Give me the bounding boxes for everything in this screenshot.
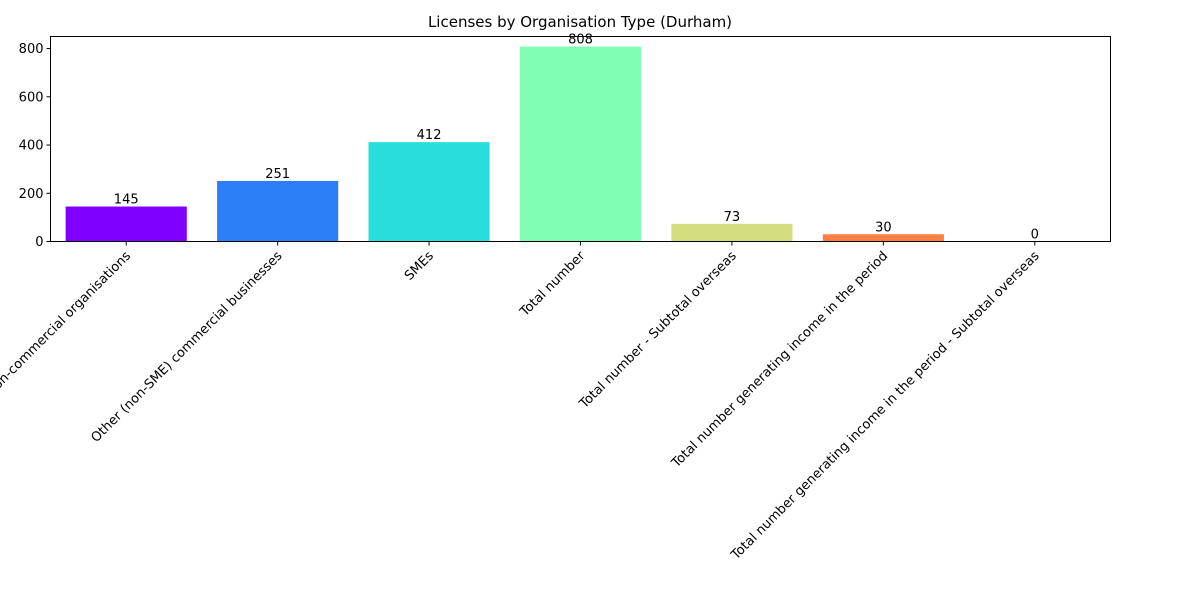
- plot-frame: [50, 36, 1111, 242]
- bar-value-label-2: 412: [417, 128, 442, 143]
- bar-2: [368, 142, 490, 242]
- x-tick-label-4: Total number - Subtotal overseas: [576, 249, 740, 413]
- x-tick-label-0: Non-commercial organisations: [0, 249, 134, 400]
- y-tick-label-4: 800: [19, 42, 44, 57]
- bar-4: [671, 223, 793, 242]
- y-axis: 0 200 400 600 800: [19, 42, 51, 250]
- bar-5: [822, 234, 944, 242]
- x-tick-label-6: Total number generating income in the pe…: [728, 249, 1043, 564]
- y-tick-label-3: 600: [19, 90, 44, 105]
- y-tick-label-1: 200: [19, 187, 44, 202]
- x-tick-label-1: Other (non-SME) commercial businesses: [89, 249, 286, 446]
- bar-value-label-3: 808: [568, 33, 593, 48]
- bars-group: [65, 46, 944, 242]
- bar-value-label-1: 251: [265, 167, 290, 182]
- x-tick-label-3: Total number: [517, 248, 589, 320]
- bar-value-label-5: 30: [875, 220, 892, 235]
- bar-1: [217, 180, 339, 242]
- chart-title: Licenses by Organisation Type (Durham): [428, 13, 732, 31]
- x-tick-label-2: SMEs: [402, 249, 437, 284]
- bar-3: [519, 46, 642, 242]
- y-tick-label-2: 400: [19, 139, 44, 154]
- bar-value-label-4: 73: [724, 210, 741, 225]
- bar-value-label-6: 0: [1031, 228, 1039, 243]
- bar-value-label-0: 145: [114, 193, 139, 208]
- y-tick-label-0: 0: [35, 235, 43, 250]
- bar-0: [65, 206, 187, 242]
